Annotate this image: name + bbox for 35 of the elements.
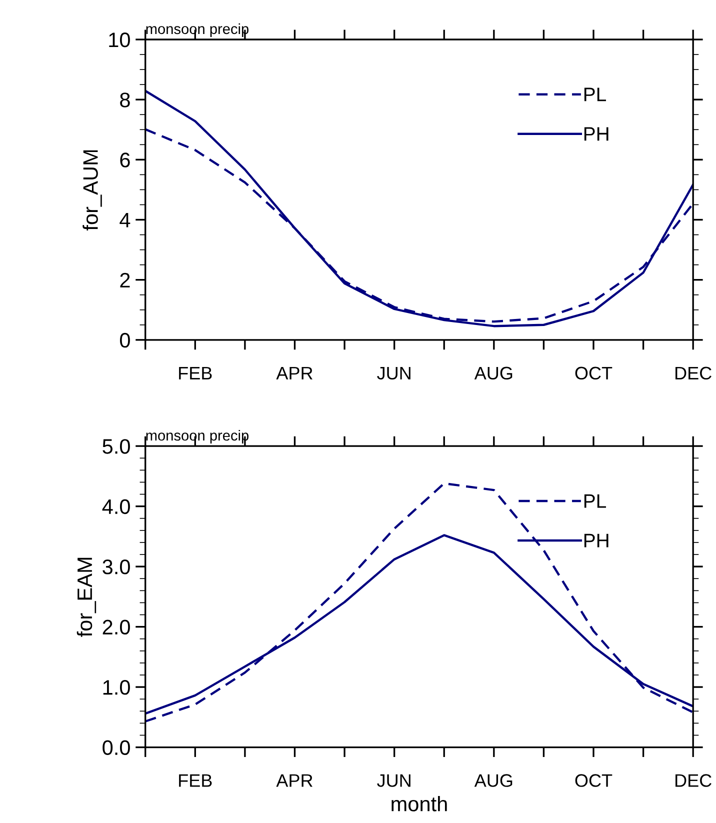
x-tick-label: APR [276,774,312,787]
legend-label: PL [584,494,606,508]
x-tick-label: AUG [474,774,512,787]
y-tick-label: 5.0 [102,439,130,454]
y-tick-label: 4 [120,212,130,228]
y-tick-label: 4.0 [102,499,130,514]
legend-label: PH [584,127,608,141]
y-tick-label: 10 [109,32,130,48]
y-tick-label: 2.0 [102,620,130,635]
y-axis-title: for_AUM [82,150,102,230]
y-tick-label: 2 [120,272,130,288]
x-tick-label: AUG [474,366,512,380]
line-series [145,482,694,722]
legend-label: PL [584,88,606,102]
chart-title: monsoon precip [146,430,248,444]
x-tick-label: JUN [377,774,410,787]
y-tick-label: 3.0 [102,560,130,574]
y-axis-title: for_EAM [76,558,96,637]
y-tick-label: 0 [120,332,130,348]
x-tick-label: OCT [575,774,612,787]
chart-title: monsoon precip [146,23,248,37]
x-tick-label: APR [276,366,312,380]
x-tick-label: OCT [575,366,612,380]
x-tick-label: FEB [179,774,212,787]
x-tick-label: DEC [676,774,712,787]
x-tick-label: JUN [377,366,410,380]
y-tick-label: 6 [120,152,130,168]
y-tick-label: 8 [120,92,130,108]
x-tick-label: FEB [179,366,212,380]
line-series [145,90,694,328]
x-tick-label: DEC [676,366,712,380]
y-tick-label: 0.0 [102,740,130,756]
y-tick-label: 1.0 [103,680,130,695]
legend-label: PH [584,534,608,548]
x-axis-title: month [392,796,447,812]
